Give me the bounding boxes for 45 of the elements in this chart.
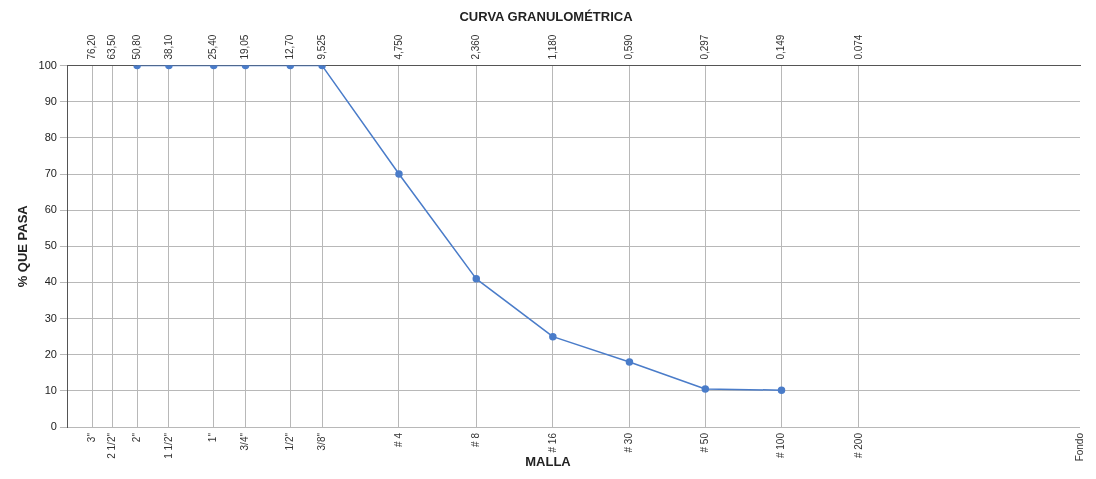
y-tick-label: 50 <box>44 239 57 252</box>
text: # 16 <box>546 432 558 453</box>
x-tick-label: 1,180 <box>546 34 558 60</box>
text: 3" <box>86 432 98 443</box>
text: # 50 <box>699 432 711 453</box>
text: # 4 <box>392 432 404 447</box>
text: # 200 <box>852 432 864 459</box>
x-tick-label: 9,525 <box>315 34 327 60</box>
text: 3/8" <box>315 432 327 451</box>
y-tick-label: 100 <box>38 58 57 71</box>
x-tick-label: 38,10 <box>162 34 174 60</box>
text: 1/2" <box>284 432 296 451</box>
x-tick-label: 0,149 <box>775 34 787 60</box>
y-tick-label: 80 <box>44 130 57 143</box>
x-tick-label: 0,297 <box>699 34 711 60</box>
text: Fondo <box>1073 432 1085 462</box>
text: # 100 <box>775 432 787 459</box>
x-tick-label: 63,50 <box>106 34 118 60</box>
y-tick-label: 10 <box>44 383 57 396</box>
chart-title: CURVA GRANULOMÉTRICA <box>459 9 634 25</box>
y-tick-label: 20 <box>44 347 57 360</box>
x-axis-title: MALLA <box>525 454 571 469</box>
y-tick-label: 70 <box>44 167 57 180</box>
y-axis-title: % QUE PASA <box>15 204 31 288</box>
text: 3/4" <box>239 432 251 451</box>
y-tick-label: 60 <box>44 203 57 216</box>
text: 2" <box>130 432 142 443</box>
text: 2 1/2" <box>106 432 118 459</box>
x-tick-label: 19,05 <box>239 34 251 60</box>
x-tick-label: 0,590 <box>623 34 635 60</box>
text: # 8 <box>470 432 482 447</box>
y-tick-label: 90 <box>44 94 57 107</box>
x-tick-label: 2,360 <box>470 34 482 60</box>
text: 1 1/2" <box>162 432 174 459</box>
x-tick-label: 4,750 <box>392 34 404 60</box>
y-tick-label: 0 <box>50 420 57 433</box>
x-tick-label: 25,40 <box>207 34 219 60</box>
x-tick-label: 76,20 <box>86 34 98 60</box>
text: # 30 <box>623 432 635 453</box>
y-tick-label: 40 <box>44 275 57 288</box>
text: 1" <box>207 432 219 443</box>
x-tick-label: 12,70 <box>284 34 296 60</box>
x-tick-label: 0.074 <box>852 34 864 60</box>
x-tick-label: 50,80 <box>130 34 142 60</box>
y-tick-label: 30 <box>44 311 57 324</box>
